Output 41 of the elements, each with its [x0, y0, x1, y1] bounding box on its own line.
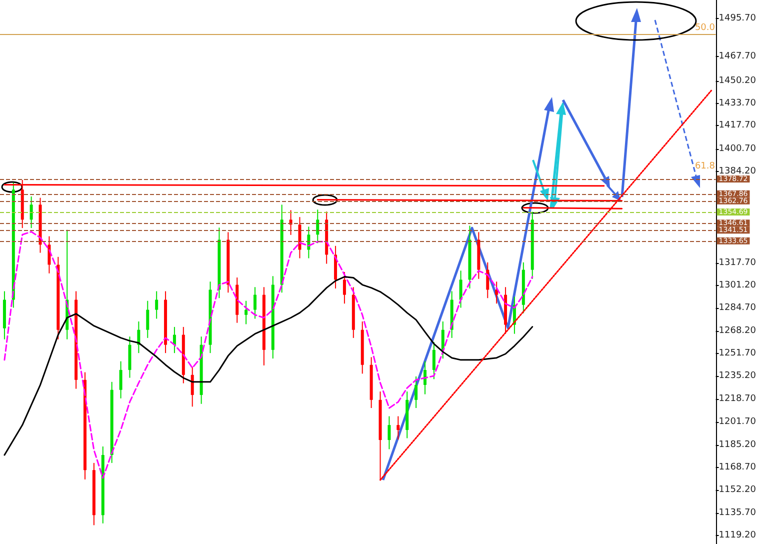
candlestick	[414, 376, 418, 408]
candlestick	[316, 209, 320, 244]
y-tick-label: 1235.20	[718, 371, 756, 382]
candlestick	[396, 416, 400, 440]
y-tick-label: 1301.20	[718, 280, 756, 290]
candlestick	[459, 270, 462, 308]
candlestick	[495, 281, 498, 304]
y-tick-label: 1268.20	[718, 326, 756, 336]
y-tick-label: 1119.20	[718, 530, 756, 540]
annotation: 50.0	[694, 23, 716, 34]
candlestick	[146, 300, 150, 338]
y-tick-label: 1495.70	[718, 13, 756, 24]
annotation: 61.8	[694, 162, 716, 172]
y-tick-label: 1251.70	[718, 348, 756, 358]
candlestick	[388, 416, 391, 450]
y-tick-label: 1400.70	[718, 144, 756, 154]
candlestick	[190, 366, 194, 408]
y-tick-label: 1317.70	[718, 258, 756, 268]
candlestick	[254, 286, 256, 320]
y-tick-label: 1168.70	[718, 462, 756, 472]
y-tick-label: 1417.70	[718, 120, 756, 130]
candlestick	[244, 300, 248, 325]
y-tick-label: 1450.20	[718, 76, 756, 86]
candlestick	[441, 320, 444, 360]
y-tick-label: 1185.20	[718, 440, 756, 450]
y-tick-label: 1284.70	[718, 303, 756, 314]
y-tick-label: 1433.70	[718, 98, 756, 108]
y-tick-label: 1152.20	[718, 485, 756, 496]
candlestick	[155, 290, 158, 320]
y-tick-label: 1135.70	[718, 508, 756, 518]
candlestick	[432, 342, 436, 380]
candlestick	[119, 360, 122, 399]
line-series	[4, 276, 534, 456]
candlestick	[342, 272, 346, 304]
candlestick	[30, 196, 33, 229]
y-tick-label: 1218.70	[718, 394, 756, 404]
candlestick	[423, 360, 426, 395]
line-series	[4, 231, 534, 479]
y-tick-label: 1467.70	[718, 52, 756, 62]
y-tick-label: 1201.70	[718, 417, 756, 428]
y-tick-label: 1384.20	[718, 166, 756, 176]
